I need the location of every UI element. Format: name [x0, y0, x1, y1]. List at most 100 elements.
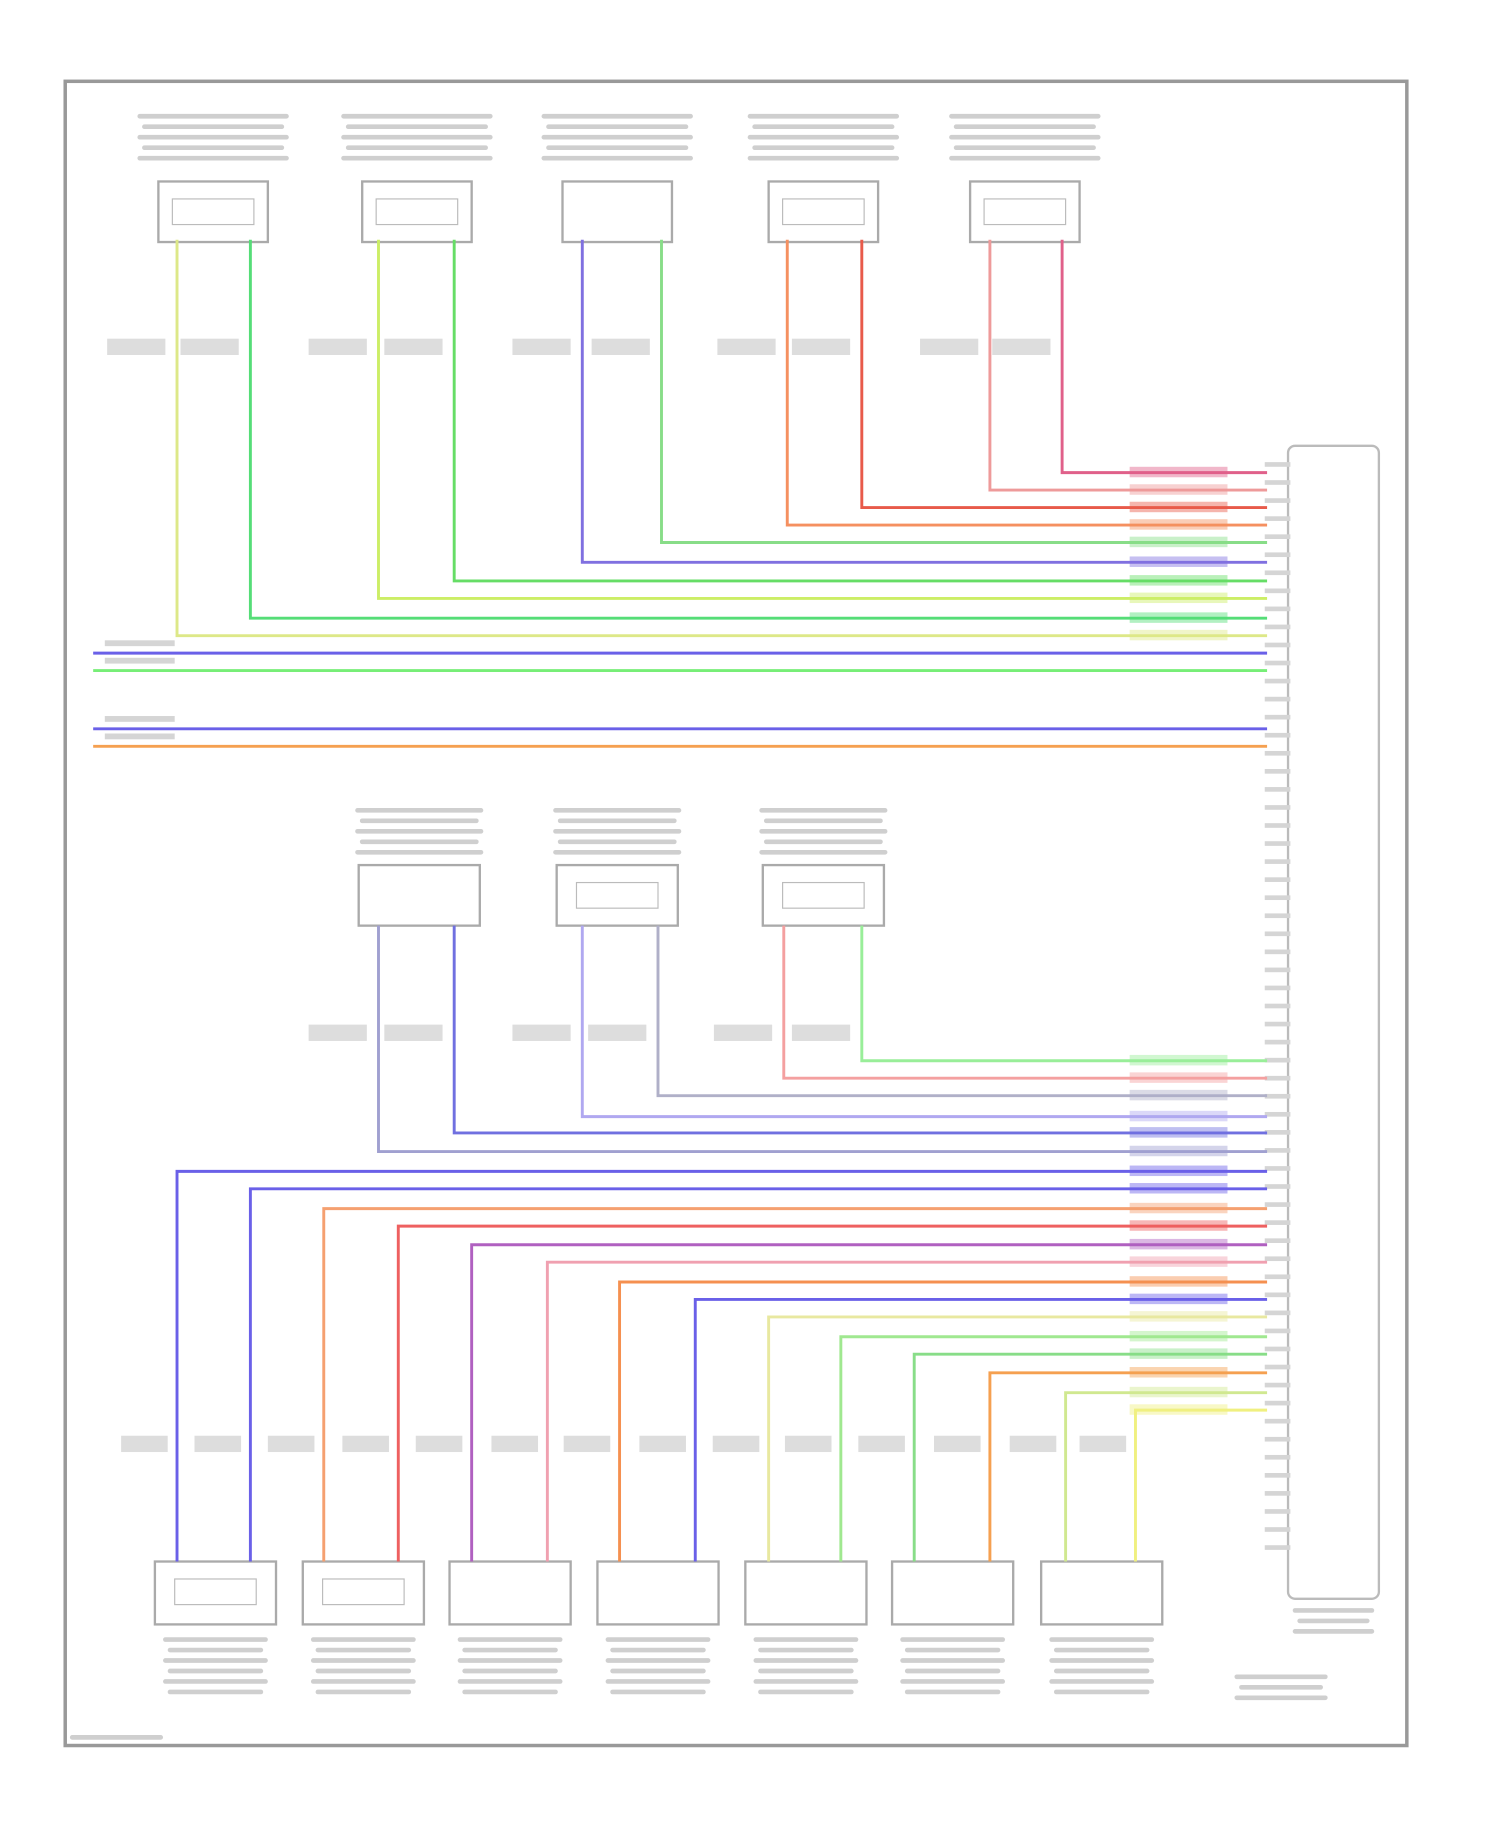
label-blur — [142, 145, 285, 151]
pin-label — [1264, 1545, 1291, 1550]
wire-label — [791, 338, 851, 355]
wire — [618, 1280, 1268, 1562]
label-blur — [355, 828, 484, 834]
wire-label — [1129, 501, 1228, 513]
wire — [860, 925, 1268, 1063]
component — [153, 1560, 278, 1626]
wire — [785, 239, 1268, 527]
pin-label — [1264, 1093, 1291, 1099]
label-blur — [904, 1647, 1001, 1653]
component — [744, 1560, 868, 1626]
wire-label — [512, 338, 571, 355]
pin-label — [1264, 1509, 1291, 1514]
label-blur — [949, 155, 1101, 161]
label-blur — [315, 1689, 412, 1695]
label-blur — [355, 849, 484, 855]
wire — [396, 1224, 1268, 1562]
label-blur — [163, 1679, 268, 1684]
wire-label — [791, 1024, 851, 1041]
label-blur — [315, 1647, 412, 1653]
label-blur — [541, 134, 693, 140]
label-blur — [163, 1658, 268, 1663]
pin-label — [1264, 967, 1291, 973]
component-inner — [171, 198, 255, 226]
label-blur — [758, 1689, 854, 1695]
wire-label — [512, 1024, 571, 1041]
label-blur — [355, 808, 484, 813]
pin-label — [1264, 696, 1291, 702]
label-blur — [949, 113, 1101, 119]
pin-label — [1264, 534, 1291, 539]
wire-label — [712, 1435, 760, 1453]
label-blur — [167, 1689, 264, 1695]
wire — [545, 1260, 1268, 1562]
label-blur — [759, 808, 888, 813]
component — [1039, 1560, 1164, 1626]
label-blur — [541, 113, 693, 119]
label-blur — [1053, 1689, 1150, 1695]
label-blur — [457, 1637, 563, 1642]
component — [301, 1560, 426, 1626]
label-blur — [310, 1658, 416, 1663]
wire-label — [104, 716, 175, 722]
wire-label — [491, 1435, 539, 1453]
label-blur — [1292, 1608, 1375, 1613]
label-blur — [462, 1668, 558, 1674]
pin-label — [1264, 1130, 1291, 1135]
label-blur — [758, 1647, 854, 1653]
label-blur — [457, 1658, 563, 1663]
wire-label — [563, 1435, 611, 1453]
wire-label — [920, 338, 979, 355]
pin-label — [1264, 1418, 1291, 1424]
pin-label — [1264, 931, 1291, 937]
pin-label — [1264, 1202, 1291, 1207]
label-blur — [553, 808, 682, 813]
wire-label — [934, 1435, 981, 1453]
label-blur — [763, 839, 883, 845]
wire-label — [1129, 1127, 1228, 1138]
label-blur — [462, 1647, 558, 1653]
connector — [1286, 444, 1381, 1600]
label-blur — [752, 145, 895, 151]
pin-label — [1264, 1328, 1291, 1334]
label-blur — [137, 155, 289, 161]
label-blur — [310, 1679, 416, 1684]
wire-label — [1129, 1089, 1228, 1101]
pin-label — [1264, 732, 1291, 738]
component — [968, 180, 1081, 244]
pin-label — [1264, 1238, 1291, 1243]
wire-label — [342, 1435, 389, 1453]
wire-label — [104, 640, 175, 647]
wire — [470, 1243, 1268, 1562]
wire-label — [713, 1024, 773, 1041]
label-blur — [557, 818, 677, 824]
component-inner — [983, 198, 1067, 226]
label-blur — [753, 1637, 859, 1642]
pin-label — [1264, 823, 1291, 828]
wire-label — [1129, 1276, 1228, 1287]
label-blur — [359, 818, 479, 824]
wire-label — [1129, 629, 1228, 641]
label-blur — [953, 124, 1096, 130]
wire — [767, 1315, 1268, 1562]
label-blur — [557, 839, 677, 845]
pin-label — [1264, 570, 1291, 576]
wire-label — [1129, 1110, 1228, 1122]
label-blur — [759, 849, 888, 855]
wire — [248, 239, 1268, 620]
wire — [452, 925, 1268, 1135]
wire-label — [415, 1435, 463, 1453]
component-inner — [375, 198, 459, 226]
wire-label — [384, 1024, 443, 1041]
wire — [988, 1371, 1268, 1562]
wire-label — [1129, 1183, 1228, 1194]
wire-label — [194, 1435, 242, 1453]
label-blur — [1239, 1684, 1323, 1690]
wire-label — [1129, 556, 1228, 567]
label-blur — [900, 1658, 1006, 1663]
wire — [580, 925, 1268, 1119]
wire — [782, 925, 1268, 1080]
pin-label — [1264, 877, 1291, 882]
label-blur — [747, 113, 900, 119]
